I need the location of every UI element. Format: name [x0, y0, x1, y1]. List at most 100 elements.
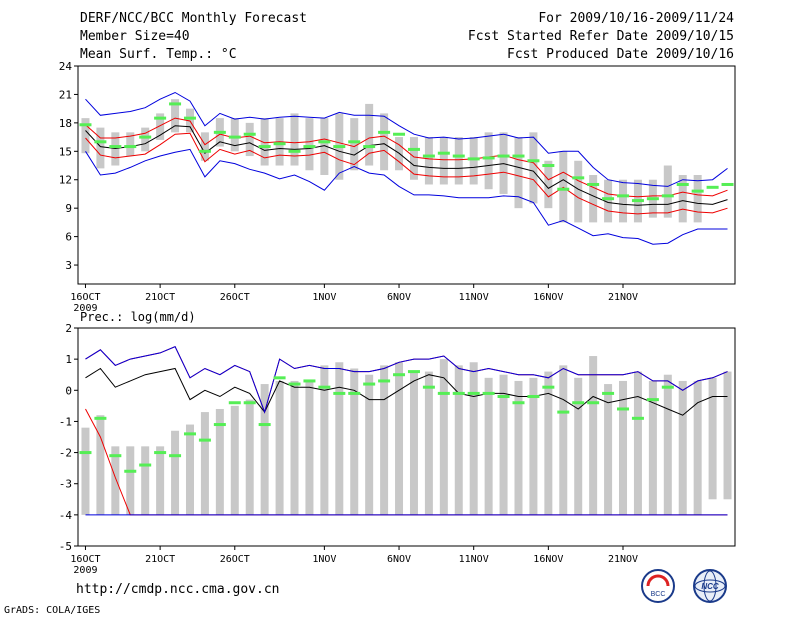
prec-box-35	[604, 384, 613, 515]
temp-xtick-label: 11NOV	[459, 292, 489, 303]
temp-median-37	[631, 199, 644, 203]
prec-year-label: 2009	[73, 565, 97, 576]
temp-median-24	[437, 151, 450, 155]
temp-median-4	[139, 135, 152, 139]
prec-box-12	[260, 384, 269, 515]
prec-median-5	[154, 451, 167, 455]
prec-box-7	[185, 424, 194, 515]
prec-box-11	[245, 399, 254, 515]
prec-median-11	[243, 401, 256, 405]
prec-box-22	[409, 371, 418, 515]
temp-year-label: 2009	[73, 303, 97, 314]
bcc-logo-text: BCC	[651, 591, 666, 598]
prec-median-19	[363, 382, 376, 386]
temp-median-27	[482, 156, 495, 160]
prec-median-14	[288, 382, 301, 386]
ncc-logo: NCC	[693, 569, 727, 603]
prec-median-29	[512, 401, 525, 405]
member-size: Member Size=40	[80, 29, 190, 44]
prec-ytick-label: 2	[65, 322, 72, 335]
temp-box-39	[663, 165, 672, 218]
prec-median-12	[258, 423, 271, 427]
prec-xtick-label: 6NOV	[387, 554, 411, 565]
prec-median-20	[378, 379, 391, 383]
prec-median-16	[318, 385, 331, 389]
chart-title: DERF/NCC/BCC Monthly Forecast	[80, 11, 307, 26]
prec-median-30	[527, 395, 540, 399]
prec-median-4	[139, 463, 152, 467]
prec-series-mean-spread	[85, 346, 728, 414]
temp-median-42	[706, 185, 719, 189]
temp-box-35	[604, 179, 613, 223]
source-url[interactable]: http://cmdp.ncc.cma.gov.cn	[76, 582, 280, 597]
prec-median-18	[348, 391, 361, 395]
temp-box-26	[469, 137, 478, 185]
temp-median-23	[422, 154, 435, 158]
temp-median-25	[452, 154, 465, 158]
temp-median-19	[363, 145, 376, 149]
temp-median-43	[721, 182, 734, 186]
temp-median-36	[617, 194, 630, 198]
temp-xtick-label: 21NOV	[608, 292, 638, 303]
temp-median-13	[273, 142, 286, 146]
temp-median-0	[79, 123, 92, 127]
temp-ytick-label: 15	[59, 145, 72, 158]
temp-series-ensemble-min	[85, 148, 728, 245]
temp-median-8	[198, 149, 211, 153]
prec-box-15	[305, 380, 314, 515]
temp-median-40	[676, 182, 689, 186]
prec-box-18	[350, 368, 359, 515]
temp-median-10	[228, 135, 241, 139]
temp-median-11	[243, 132, 256, 136]
temp-median-31	[542, 164, 555, 168]
grads-credit: GrADS: COLA/IGES	[4, 605, 101, 616]
prec-median-15	[303, 379, 316, 383]
temp-box-41	[693, 175, 702, 223]
prec-xtick-label: 16NOV	[533, 554, 563, 565]
prec-box-42	[708, 377, 717, 500]
temp-median-15	[303, 145, 316, 149]
temp-median-18	[348, 140, 361, 144]
temp-median-21	[393, 132, 406, 136]
prec-median-25	[452, 391, 465, 395]
prec-xtick-label: 26OCT	[220, 554, 250, 565]
temp-box-22	[409, 137, 418, 180]
prec-box-38	[648, 380, 657, 515]
prec-xtick-label: 21OCT	[145, 554, 175, 565]
temp-median-34	[587, 182, 600, 186]
prec-median-28	[497, 395, 510, 399]
prec-median-7	[183, 432, 196, 436]
prec-median-2	[109, 454, 122, 458]
prec-median-10	[228, 401, 241, 405]
temp-box-30	[529, 132, 538, 204]
prec-series-ensemble-mean	[85, 367, 728, 416]
temp-xtick-label: 6NOV	[387, 292, 411, 303]
prec-median-6	[169, 454, 182, 458]
temp-box-16	[320, 118, 329, 175]
temp-median-41	[691, 189, 704, 193]
prec-ytick-label: -3	[59, 478, 72, 491]
temp-xtick-label: 21OCT	[145, 292, 175, 303]
temp-box-34	[589, 175, 598, 223]
prec-box-6	[171, 430, 180, 515]
temp-box-40	[678, 175, 687, 223]
prec-median-0	[79, 451, 92, 455]
temp-ytick-label: 18	[59, 117, 72, 130]
prec-median-32	[557, 410, 570, 414]
temp-box-4	[141, 127, 150, 152]
prec-median-26	[467, 391, 480, 395]
temp-median-33	[572, 176, 585, 180]
prec-median-35	[602, 391, 615, 395]
prec-median-1	[94, 416, 107, 420]
temp-ytick-label: 3	[65, 259, 72, 272]
prec-median-21	[393, 373, 406, 377]
temp-box-12	[260, 118, 269, 166]
prec-box-8	[200, 412, 209, 515]
temp-box-0	[81, 118, 90, 154]
prec-xtick-label: 11NOV	[459, 554, 489, 565]
temp-box-36	[619, 179, 628, 223]
prec-box-0	[81, 427, 90, 515]
prec-xtick-label: 21NOV	[608, 554, 638, 565]
temp-median-22	[407, 147, 420, 151]
variable-label: Mean Surf. Temp.: °C	[80, 47, 237, 62]
